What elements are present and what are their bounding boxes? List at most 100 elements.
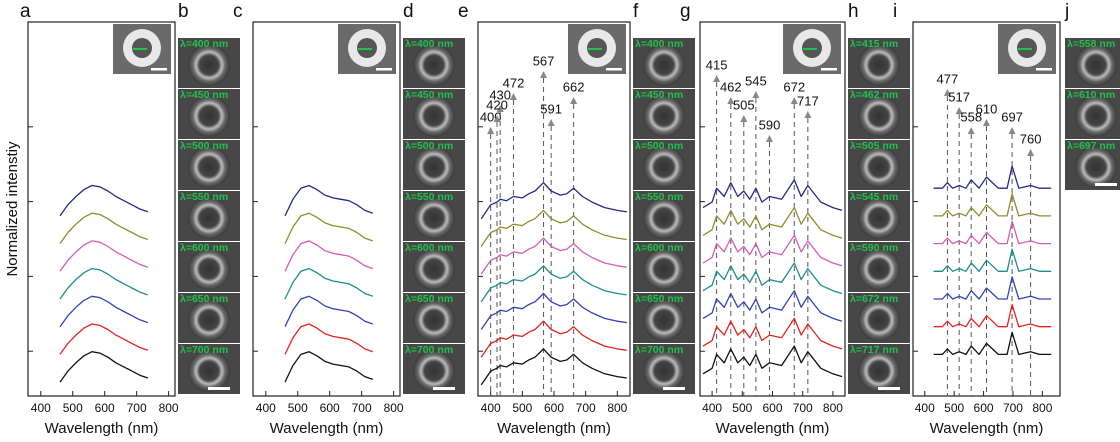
peak-label: 567	[533, 53, 555, 68]
image-caption: λ=450 nm	[180, 89, 228, 101]
peak-label: 505	[733, 97, 755, 112]
peak-arrow	[487, 127, 495, 134]
x-tick-label: 700	[793, 401, 813, 415]
x-tick-label: 700	[127, 401, 147, 415]
micrograph-ring	[643, 248, 685, 290]
x-tick-label: 800	[823, 401, 843, 415]
x-tick-label: 700	[576, 401, 596, 415]
spectrum-line	[59, 267, 149, 300]
spectrum-line	[480, 320, 627, 358]
peak-arrow	[493, 115, 501, 122]
peak-label: 517	[948, 89, 970, 104]
peak-arrow	[955, 107, 963, 114]
x-tick-label: 500	[288, 401, 308, 415]
micrograph-ring	[413, 350, 455, 392]
spectrum-line	[702, 317, 843, 350]
image-caption: λ=650 nm	[635, 293, 683, 305]
plot-frame	[252, 21, 401, 397]
x-tick-label: 500	[63, 401, 83, 415]
image-caption: λ=545 nm	[850, 191, 898, 203]
scale-bar	[1095, 183, 1117, 186]
peak-arrow	[570, 97, 578, 104]
micrograph-ring	[643, 44, 685, 86]
x-tick-label: 600	[762, 401, 782, 415]
image-caption: λ=500 nm	[405, 140, 453, 152]
micrograph-ring	[858, 146, 900, 188]
peak-arrow	[752, 91, 760, 98]
x-axis-title: Wavelength (nm)	[930, 420, 1044, 437]
peak-label: 462	[720, 79, 742, 94]
micrograph-ring	[1075, 44, 1117, 86]
x-axis-title: Wavelength (nm)	[270, 420, 384, 437]
image-caption: λ=672 nm	[850, 293, 898, 305]
x-tick-label: 800	[384, 401, 404, 415]
panel-label: h	[848, 1, 859, 22]
micrograph-ring	[413, 197, 455, 239]
image-caption: λ=450 nm	[635, 89, 683, 101]
spectrum-line	[284, 323, 374, 355]
spectrum-line	[702, 345, 843, 378]
peak-label: 662	[563, 79, 585, 94]
spectrum-line	[702, 179, 843, 212]
panel-label: b	[178, 1, 189, 22]
micrograph-ring	[188, 350, 230, 392]
image-caption: λ=500 nm	[180, 140, 228, 152]
peak-label: 590	[759, 117, 781, 132]
x-tick-label: 600	[95, 401, 115, 415]
peak-arrow	[967, 127, 975, 134]
x-tick-label: 400	[702, 401, 722, 415]
peak-label: 672	[783, 79, 805, 94]
micrograph-ring	[643, 197, 685, 239]
peak-label: 477	[937, 71, 959, 86]
peak-label: 558	[960, 109, 982, 124]
peak-arrow	[740, 115, 748, 122]
spectrum-line	[702, 290, 843, 322]
peak-arrow	[804, 111, 812, 118]
plot-frame	[27, 21, 176, 397]
scale-bar	[376, 68, 392, 71]
micrograph-ring	[188, 248, 230, 290]
micrograph-ring	[188, 299, 230, 341]
image-caption: λ=400 nm	[405, 38, 453, 50]
image-caption: λ=550 nm	[635, 191, 683, 203]
spectrum-line	[59, 240, 149, 272]
micrograph-ring	[413, 299, 455, 341]
micrograph-ring	[413, 44, 455, 86]
image-caption: λ=717 nm	[850, 344, 898, 356]
micrograph-ring	[188, 146, 230, 188]
spectrum-line	[284, 184, 374, 217]
peak-label: 472	[503, 75, 525, 90]
peak-label: 610	[976, 101, 998, 116]
image-caption: λ=700 nm	[635, 344, 683, 356]
panel-label: i	[893, 1, 897, 22]
peak-label: 430	[489, 87, 511, 102]
spectrum-line	[933, 220, 1052, 245]
peak-label: 717	[797, 93, 819, 108]
micrograph-ring	[643, 299, 685, 341]
peak-label: 591	[540, 101, 562, 116]
peak-arrow	[713, 75, 721, 82]
spectrum-line	[702, 206, 843, 239]
spectrum-line	[480, 209, 627, 247]
x-axis-title: Wavelength (nm)	[45, 420, 159, 437]
micrograph-ring	[643, 350, 685, 392]
spectrum-line	[933, 331, 1052, 356]
micrograph-ring	[858, 95, 900, 137]
spectrum-line	[59, 351, 149, 383]
spectrum-line	[284, 212, 374, 244]
panel-label: f	[633, 1, 639, 22]
image-caption: λ=697 nm	[1067, 140, 1115, 152]
image-caption: λ=400 nm	[180, 38, 228, 50]
panel-label: c	[233, 1, 243, 22]
x-tick-label: 500	[944, 401, 964, 415]
peak-arrow	[1008, 127, 1016, 134]
x-axis-title: Wavelength (nm)	[497, 420, 611, 437]
peak-arrow	[540, 71, 548, 78]
micrograph-ring	[413, 248, 455, 290]
peak-label: 415	[706, 57, 728, 72]
plot-frame	[699, 21, 846, 397]
scale-bar	[1036, 68, 1052, 71]
x-tick-label: 400	[31, 401, 51, 415]
spectrum-line	[284, 267, 374, 300]
